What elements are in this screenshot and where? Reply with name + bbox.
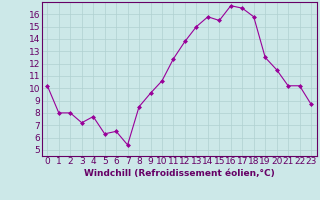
X-axis label: Windchill (Refroidissement éolien,°C): Windchill (Refroidissement éolien,°C)	[84, 169, 275, 178]
